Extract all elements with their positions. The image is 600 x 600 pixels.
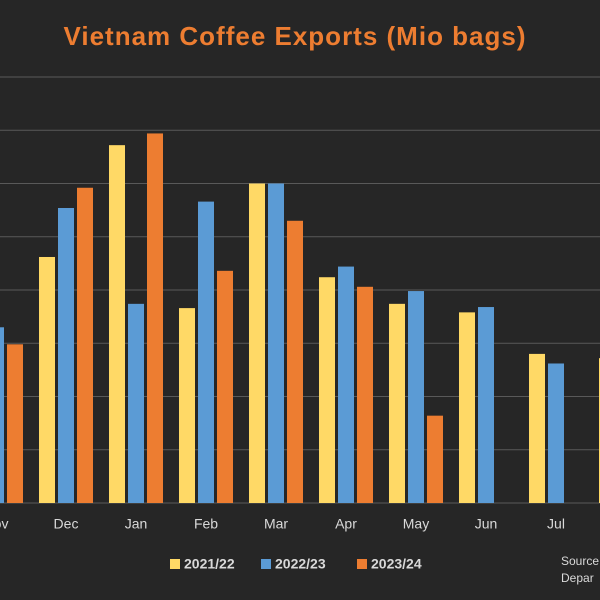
- bar: [77, 187, 93, 503]
- bar: [109, 145, 125, 503]
- bar: [408, 291, 424, 503]
- bar: [198, 201, 214, 504]
- bar: [357, 286, 373, 503]
- x-tick-label: Feb: [194, 516, 218, 532]
- bar: [478, 307, 494, 503]
- bar: [287, 220, 303, 503]
- bar: [7, 344, 23, 503]
- legend-swatch: [170, 559, 180, 569]
- bar: [319, 277, 335, 503]
- x-tick-label: Mar: [264, 516, 288, 532]
- bar: [0, 327, 4, 503]
- bar: [459, 312, 475, 503]
- bar: [179, 308, 195, 503]
- bar: [39, 256, 55, 503]
- bar: [548, 363, 564, 503]
- bar: [249, 183, 265, 503]
- bar: [389, 303, 405, 503]
- source-note: Source: [561, 554, 599, 568]
- legend-swatch: [357, 559, 367, 569]
- legend-label: 2022/23: [275, 556, 326, 572]
- x-tick-label: Apr: [335, 516, 357, 532]
- legend-label: 2023/24: [371, 556, 422, 572]
- legend-label: 2021/22: [184, 556, 235, 572]
- bar: [338, 266, 354, 503]
- bar: [147, 133, 163, 503]
- x-tick-label: Jun: [475, 516, 498, 532]
- x-tick-label: Nov: [0, 516, 8, 532]
- x-tick-label: May: [403, 516, 429, 532]
- bar: [427, 415, 443, 503]
- legend-swatch: [261, 559, 271, 569]
- x-tick-label: Dec: [54, 516, 79, 532]
- bar: [58, 207, 74, 503]
- bar: [268, 183, 284, 503]
- source-note: Depar: [561, 571, 594, 585]
- bar: [529, 353, 545, 503]
- bar: [128, 303, 144, 503]
- bar: [217, 270, 233, 503]
- x-tick-label: Jul: [547, 516, 565, 532]
- chart-title: Vietnam Coffee Exports (Mio bags): [63, 21, 526, 51]
- x-tick-label: Jan: [125, 516, 148, 532]
